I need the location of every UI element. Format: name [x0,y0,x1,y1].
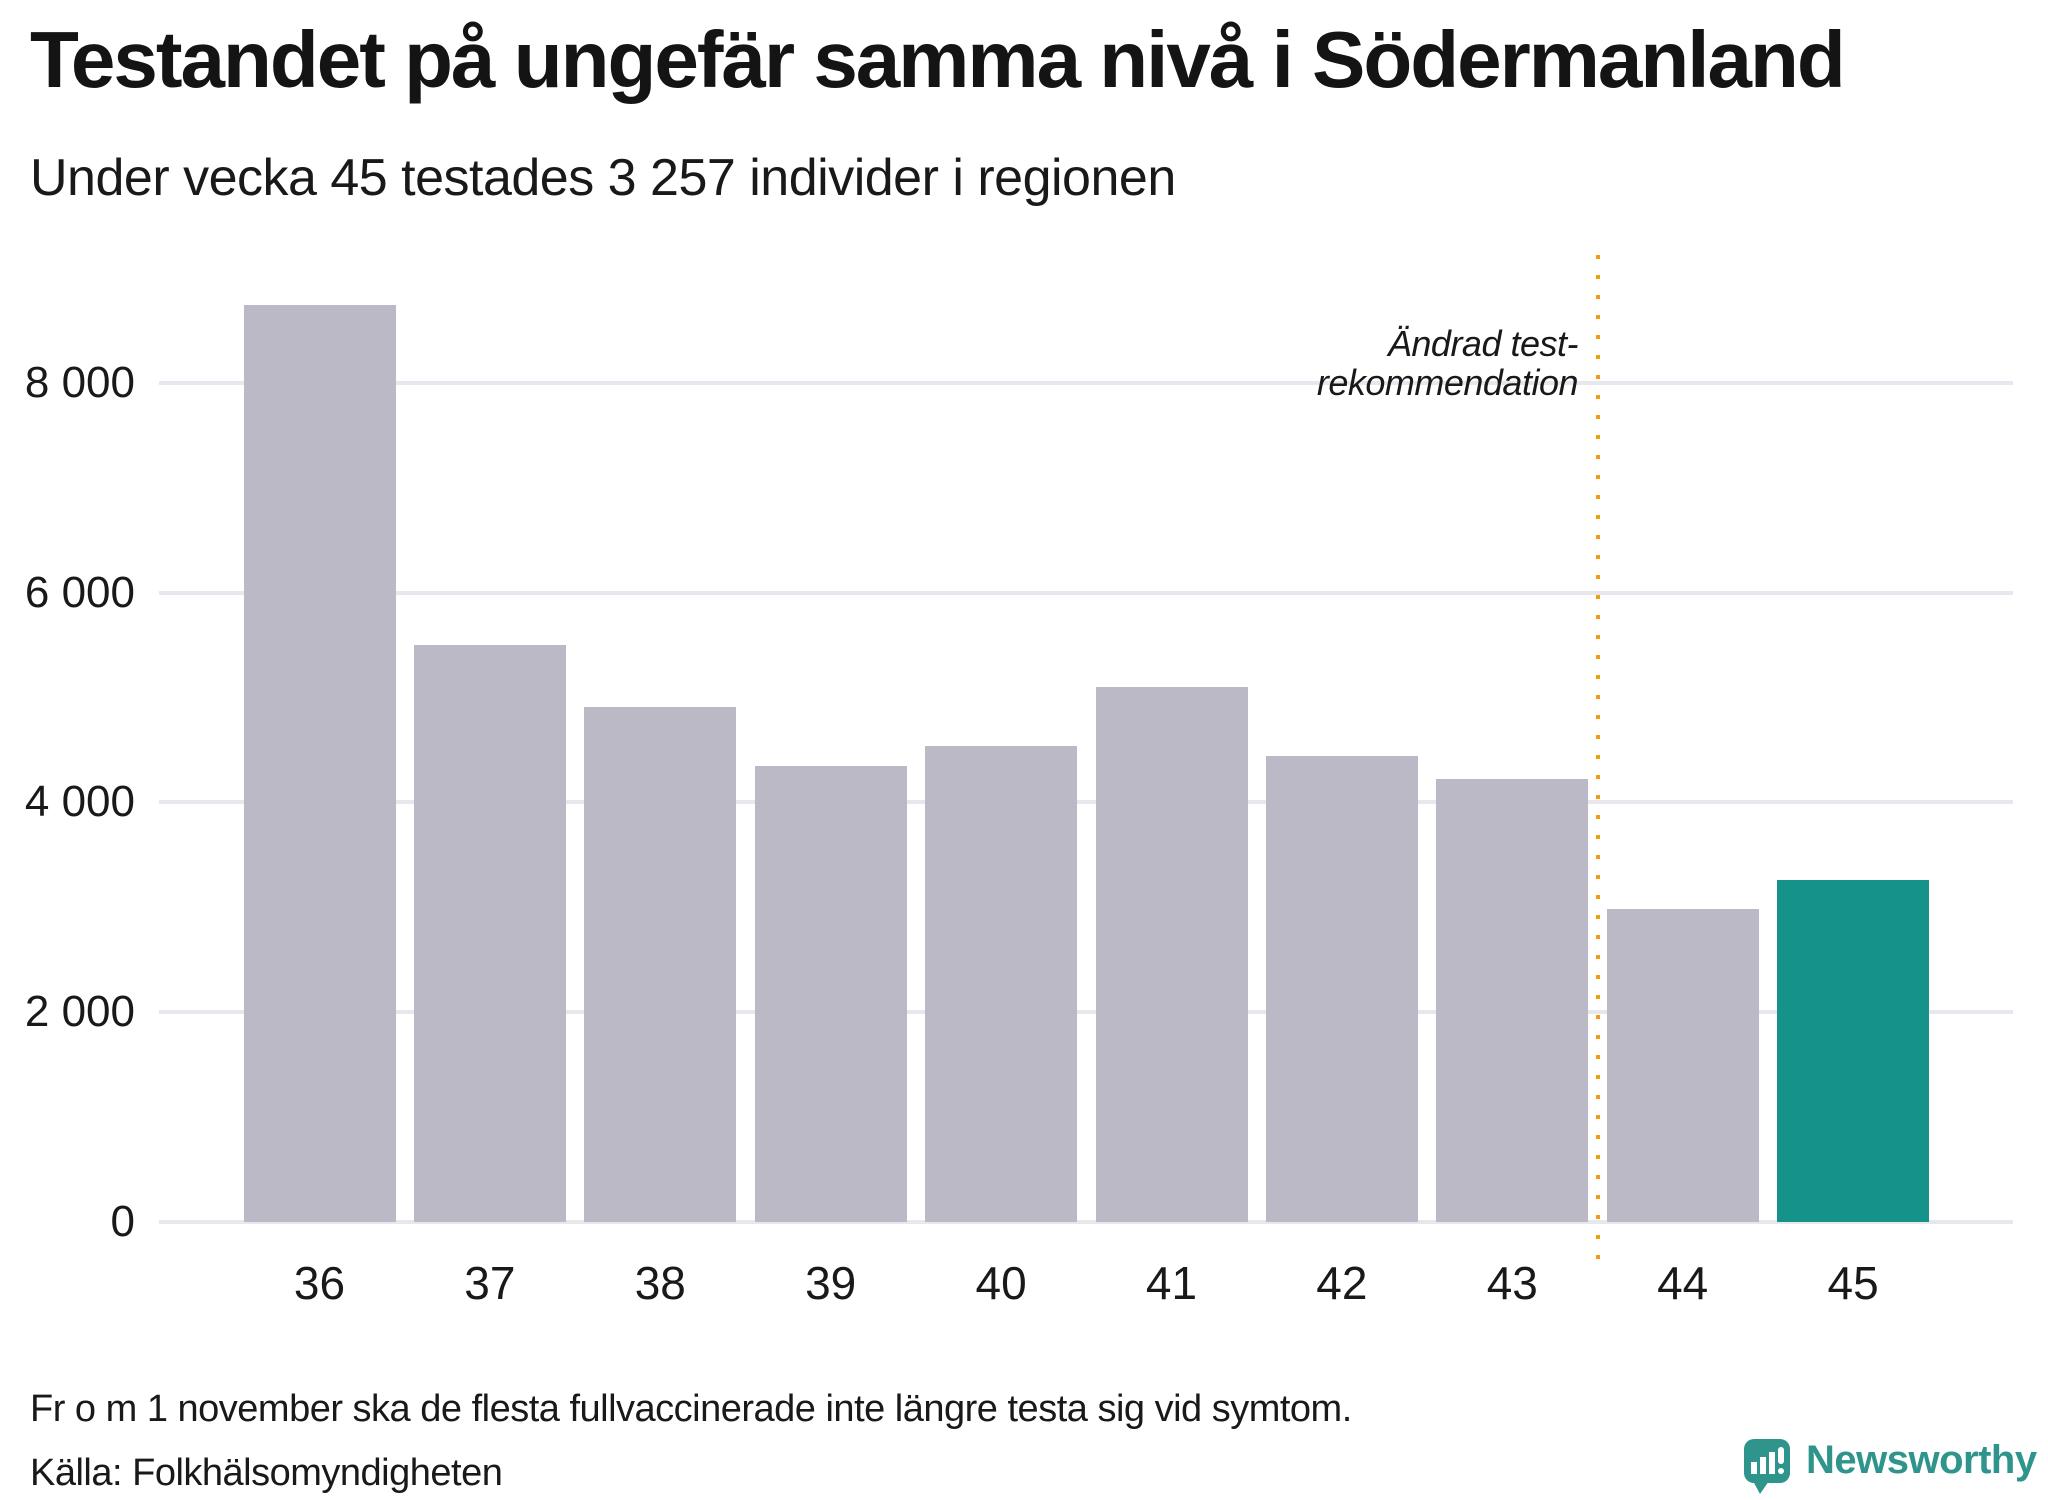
bar-week-43 [1436,779,1589,1222]
x-tick-label: 38 [634,1257,686,1309]
gridline [159,590,2013,595]
bar-week-44 [1606,909,1759,1222]
x-tick-label: 37 [464,1257,516,1309]
page-title: Testandet på ungefär samma nivå i Söderm… [30,15,1846,104]
bar-week-45 [1777,880,1930,1222]
brand-name: Newsworthy [1806,1438,2037,1482]
y-tick-label: 4 000 [24,777,135,827]
x-tick-label: 39 [805,1257,857,1309]
annotation-line: rekommendation [1316,362,1579,403]
page-subtitle: Under vecka 45 testades 3 257 individer … [30,149,1176,207]
y-tick-label: 2 000 [24,987,135,1037]
bar-week-40 [925,745,1078,1222]
x-tick-label: 43 [1486,1257,1538,1309]
x-tick-label: 45 [1827,1257,1879,1309]
bar-week-36 [243,305,396,1222]
bar-week-41 [1095,687,1248,1222]
annotation-text: Ändrad test-rekommendation [1316,323,1579,403]
y-tick-label: 0 [110,1197,135,1246]
x-tick-label: 42 [1316,1257,1368,1309]
x-tick-label: 41 [1145,1257,1198,1309]
bar-chart-speech-bubble-icon [1744,1438,1790,1494]
gridline [159,1010,2013,1015]
bar-week-39 [754,765,907,1222]
gridline [159,380,2013,385]
footnote: Fr o m 1 november ska de flesta fullvacc… [30,1388,1352,1430]
x-tick-label: 44 [1657,1257,1709,1309]
y-tick-label: 6 000 [24,567,135,617]
x-tick-label: 36 [293,1257,346,1309]
bar-week-42 [1265,756,1418,1222]
gridline [159,800,2013,805]
y-tick-label: 8 000 [24,357,135,407]
divider-line [1595,255,1600,1275]
newsworthy-brand: Newsworthy [1744,1438,2037,1494]
plot-area [159,255,2013,1224]
bar-week-38 [584,707,737,1222]
source-text: Källa: Folkhälsomyndigheten [30,1452,503,1494]
gridline [159,1220,2013,1224]
x-tick-label: 40 [975,1257,1027,1309]
bar-week-37 [413,645,566,1222]
annotation-line: Ändrad test- [1387,323,1579,364]
